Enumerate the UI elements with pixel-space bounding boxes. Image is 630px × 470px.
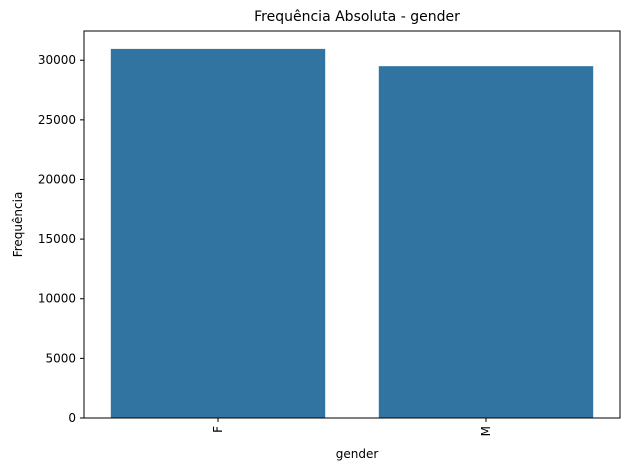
bars-group: [110, 48, 594, 418]
y-tick-label: 5000: [45, 351, 76, 365]
y-tick-label: 10000: [38, 292, 76, 306]
chart-title: Frequência Absoluta - gender: [254, 9, 460, 25]
y-tick-label: 0: [68, 411, 76, 425]
y-tick-label: 25000: [38, 113, 76, 127]
bar-M: [378, 66, 594, 418]
bar-F: [110, 48, 326, 418]
x-axis-label: gender: [336, 447, 379, 461]
y-axis-label: Frequência: [11, 192, 25, 258]
y-tick-label: 20000: [38, 172, 76, 186]
x-tick-label: F: [211, 426, 225, 433]
plot-area-frame: [83, 30, 621, 419]
x-tick-label: M: [479, 426, 493, 436]
y-axis-ticks: 0 5000 10000 15000 20000 25000 30000: [38, 53, 84, 425]
y-tick-label: 30000: [38, 53, 76, 67]
y-tick-label: 15000: [38, 232, 76, 246]
